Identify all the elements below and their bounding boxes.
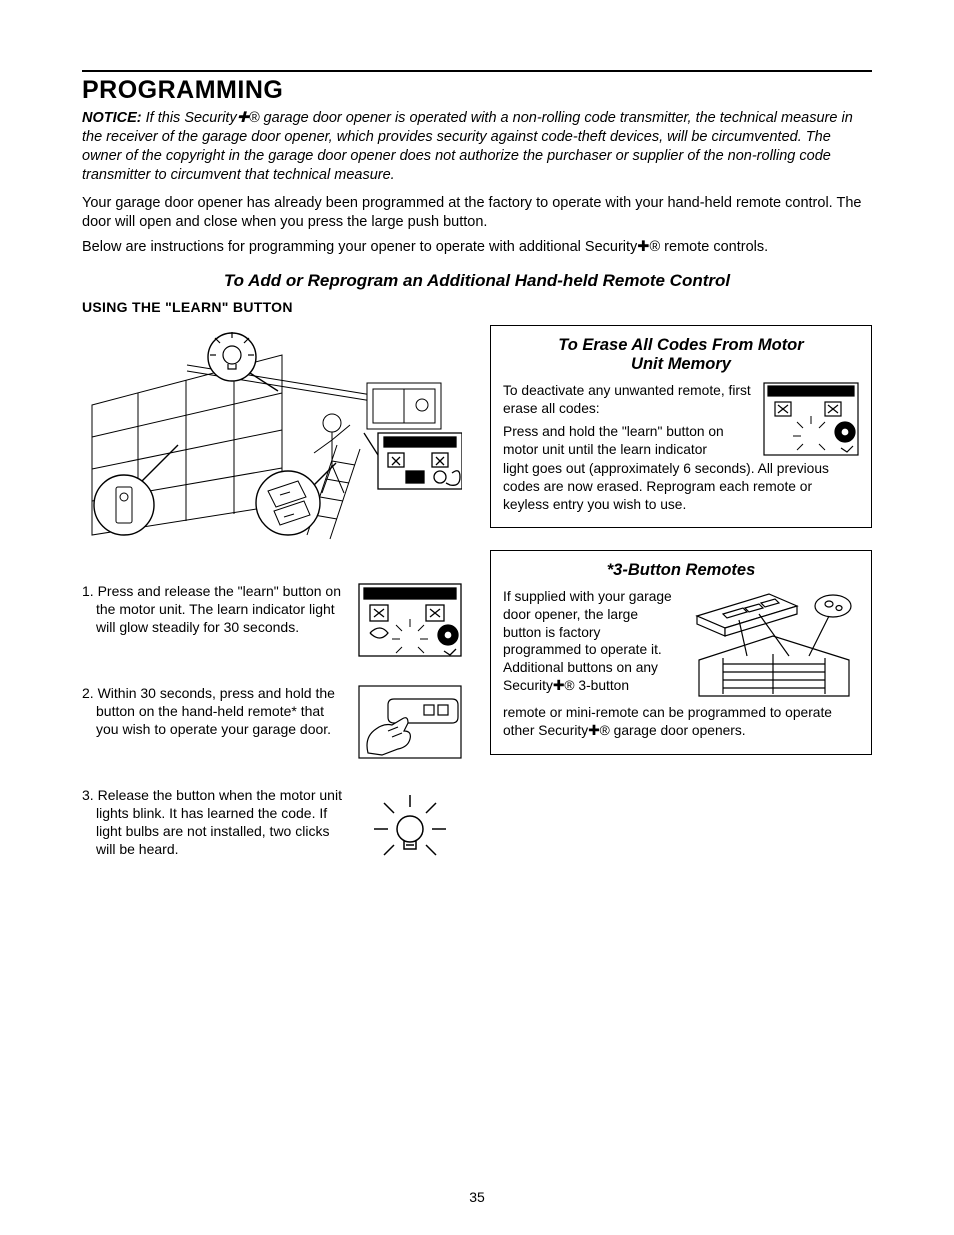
using-learn-label: USING THE "LEARN" BUTTON	[82, 299, 872, 315]
step-3-text: 3. Release the button when the motor uni…	[82, 787, 344, 859]
intro-paragraph-1: Your garage door opener has already been…	[82, 194, 872, 232]
erase-codes-box: To Erase All Codes From Motor Unit Memor…	[490, 325, 872, 529]
three-button-title: *3-Button Remotes	[503, 561, 859, 580]
step-row-1: 1. Press and release the "learn" button …	[82, 583, 462, 657]
step-1-text: 1. Press and release the "learn" button …	[82, 583, 344, 637]
right-column: To Erase All Codes From Motor Unit Memor…	[490, 325, 872, 889]
three-button-text-2: remote or mini-remote can be programmed …	[503, 704, 859, 739]
svg-text:1: 1	[382, 591, 386, 598]
garage-illustration: 1 2	[82, 325, 462, 551]
erase-box-title: To Erase All Codes From Motor Unit Memor…	[503, 336, 859, 374]
step-2-text: 2. Within 30 seconds, press and hold the…	[82, 685, 344, 739]
step-2-figure	[358, 685, 462, 759]
step-row-2: 2. Within 30 seconds, press and hold the…	[82, 685, 462, 759]
two-column-layout: 1 2 1. Press and release the "learn" but…	[82, 325, 872, 889]
svg-text:2: 2	[438, 440, 442, 447]
section-rule	[82, 70, 872, 72]
step-3-figure	[358, 787, 462, 861]
erase-box-text: To deactivate any unwanted remote, first…	[503, 382, 753, 459]
garage-svg: 1 2	[82, 325, 462, 551]
svg-text:1: 1	[398, 440, 402, 447]
erase-box-figure: 1 2	[763, 382, 859, 456]
intro-paragraph-2: Below are instructions for programming y…	[82, 238, 872, 257]
svg-text:2: 2	[432, 591, 436, 598]
three-button-box: *3-Button Remotes If supplied with your …	[490, 550, 872, 754]
left-column: 1 2 1. Press and release the "learn" but…	[82, 325, 462, 889]
svg-text:2: 2	[831, 389, 835, 396]
notice-label: NOTICE:	[82, 110, 142, 126]
page-number: 35	[0, 1189, 954, 1205]
notice-paragraph: NOTICE: If this Security✚® garage door o…	[82, 109, 872, 184]
step-1-figure: 1 2	[358, 583, 462, 657]
subheading-add-remote: To Add or Reprogram an Additional Hand-h…	[82, 271, 872, 291]
step-row-3: 3. Release the button when the motor uni…	[82, 787, 462, 861]
notice-text: If this Security✚® garage door opener is…	[82, 110, 853, 183]
three-button-text-1: If supplied with your garage door opener…	[503, 588, 679, 700]
svg-text:1: 1	[785, 389, 789, 396]
page-title: PROGRAMMING	[82, 76, 872, 105]
erase-box-text-2: light goes out (approximately 6 seconds)…	[503, 460, 859, 513]
three-button-figure	[689, 588, 859, 700]
